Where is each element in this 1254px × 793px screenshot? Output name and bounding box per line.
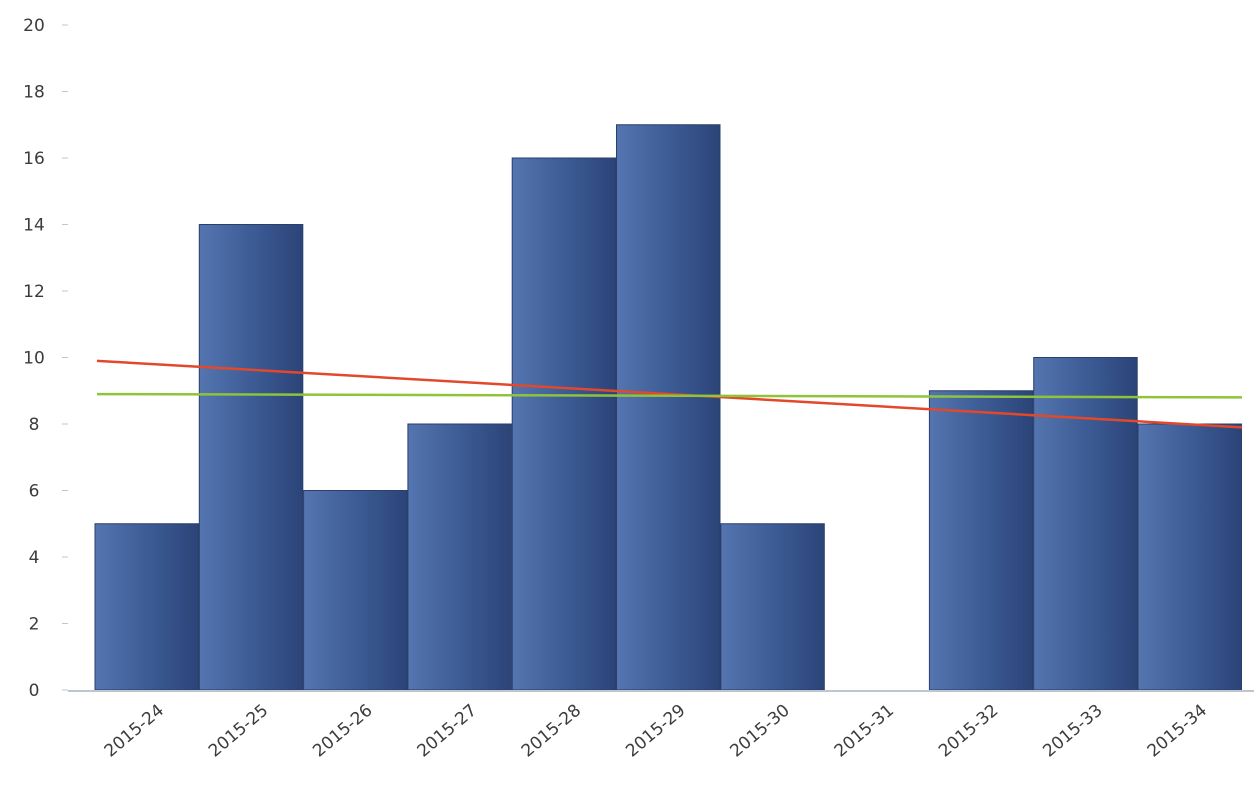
x-tick-label: 2015-33 [1039, 701, 1106, 762]
x-tick-label: 2015-29 [622, 701, 689, 762]
bar-2015-27[interactable] [407, 423, 512, 691]
x-tick-label: 2015-25 [205, 701, 272, 762]
overlay-lines [96, 359, 1243, 429]
x-tick-label: 2015-34 [1144, 701, 1211, 762]
y-tick-label: 8 [29, 415, 40, 435]
x-tick-label: 2015-26 [309, 701, 376, 762]
bar-2015-26[interactable] [303, 490, 408, 691]
bar-2015-25[interactable] [198, 224, 304, 691]
y-tick-label: 2 [29, 615, 40, 635]
y-tick-label: 10 [23, 349, 45, 369]
x-axis: 2015-24 2015-25 2015-26 2015-27 2015-28 2015-… [101, 701, 1211, 762]
bar-2015-34[interactable] [1137, 423, 1242, 691]
y-tick-label: 6 [29, 482, 40, 502]
x-tick-label: 2015-32 [935, 701, 1002, 762]
y-tick-label: 20 [23, 16, 45, 36]
y-tick-label: 0 [29, 681, 40, 701]
y-tick-label: 4 [29, 548, 40, 568]
y-tick-label: 18 [23, 83, 45, 103]
x-tick-label: 2015-31 [831, 701, 898, 762]
x-tick-label: 2015-27 [414, 701, 481, 762]
bar-2015-30[interactable] [720, 523, 825, 691]
bar-2015-32[interactable] [928, 390, 1034, 691]
bar-2015-24[interactable] [94, 523, 199, 691]
bar-2015-33[interactable] [1033, 357, 1138, 691]
y-tick-label: 14 [23, 216, 45, 236]
bar-2015-29[interactable] [616, 124, 721, 691]
x-tick-label: 2015-24 [101, 701, 168, 762]
y-axis: 0 2 4 6 8 10 12 14 16 18 20 [23, 16, 68, 701]
average-line [96, 392, 1243, 399]
y-tick-label: 12 [23, 282, 45, 302]
trend-line [96, 359, 1243, 429]
bar-2015-28[interactable] [511, 157, 617, 691]
x-tick-label: 2015-28 [518, 701, 585, 762]
x-tick-label: 2015-30 [726, 701, 793, 762]
bar-series [94, 124, 1242, 691]
y-tick-label: 16 [23, 149, 45, 169]
